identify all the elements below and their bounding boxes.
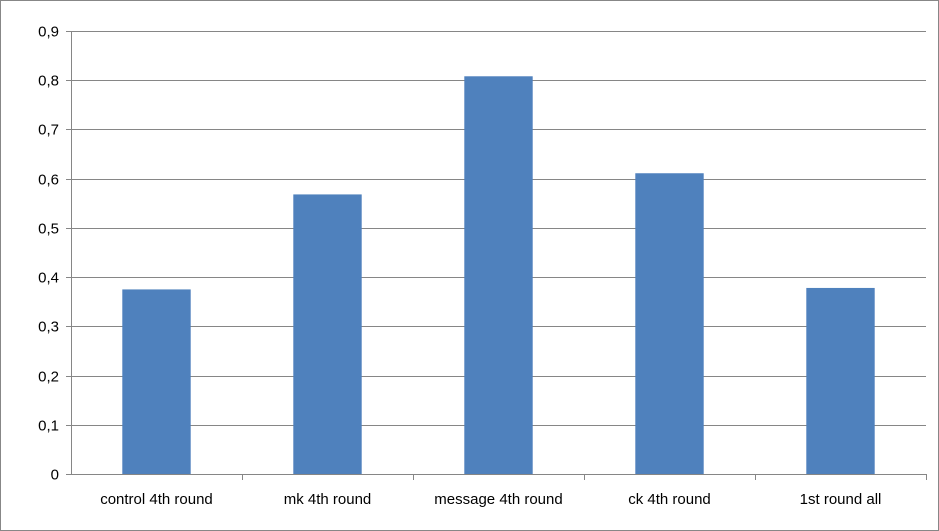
y-tick-label: 0,5 <box>38 221 59 238</box>
bar <box>464 76 533 474</box>
y-tick-label: 0,2 <box>38 369 59 386</box>
bar <box>122 289 191 474</box>
y-axis-ticks: 0 0,1 0,2 0,3 0,4 0,5 0,6 0,7 0,8 0,9 <box>38 24 59 484</box>
axes <box>66 31 927 480</box>
y-tick-label: 0,3 <box>38 319 59 336</box>
y-tick-label: 0,4 <box>38 270 59 287</box>
x-tick-label: message 4th round <box>434 491 562 508</box>
y-tick-label: 0,8 <box>38 73 59 90</box>
bar <box>293 194 362 474</box>
y-tick-label: 0,7 <box>38 122 59 139</box>
bars <box>122 76 875 474</box>
bar <box>635 173 704 474</box>
x-tick-label: 1st round all <box>800 491 882 508</box>
y-tick-label: 0,1 <box>38 418 59 435</box>
x-tick-label: ck 4th round <box>628 491 711 508</box>
bar <box>806 287 875 474</box>
y-tick-label: 0,9 <box>38 24 59 41</box>
x-axis-ticks: control 4th round mk 4th round message 4th… <box>100 491 881 508</box>
x-tick-label: control 4th round <box>100 491 213 508</box>
y-tick-label: 0,6 <box>38 172 59 189</box>
x-tick-label: mk 4th round <box>284 491 372 508</box>
y-tick-label: 0 <box>51 467 59 484</box>
